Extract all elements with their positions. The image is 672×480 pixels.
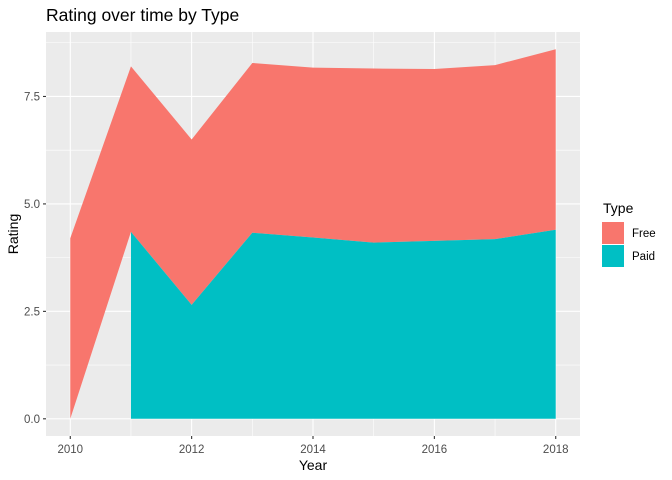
area-free xyxy=(70,49,556,419)
y-tick-label: 2.5 xyxy=(24,306,40,318)
x-axis-title: Year xyxy=(299,457,328,473)
legend-label-paid: Paid xyxy=(632,251,655,263)
legend-key-paid xyxy=(602,245,624,267)
x-tick-label: 2012 xyxy=(179,444,205,456)
area-series xyxy=(70,49,556,419)
x-tick-label: 2010 xyxy=(57,444,83,456)
y-axis: 0.0 2.5 5.0 7.5 xyxy=(24,91,46,426)
legend-title: Type xyxy=(603,200,634,216)
chart-title: Rating over time by Type xyxy=(46,5,239,25)
legend-key-free xyxy=(602,222,624,244)
y-tick-label: 0.0 xyxy=(24,414,40,426)
x-tick-label: 2018 xyxy=(543,444,569,456)
y-axis-title: Rating xyxy=(5,214,21,254)
y-tick-label: 5.0 xyxy=(24,199,40,211)
x-tick-label: 2014 xyxy=(300,444,326,456)
y-tick-label: 7.5 xyxy=(24,91,40,103)
legend: Type Free Paid xyxy=(602,200,656,267)
area-paid xyxy=(130,229,556,419)
x-tick-label: 2016 xyxy=(422,444,448,456)
legend-label-free: Free xyxy=(632,228,656,240)
x-axis: 2010 2012 2014 2016 2018 xyxy=(57,436,569,456)
